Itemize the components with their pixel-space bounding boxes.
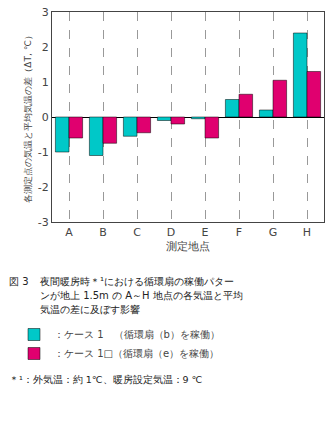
svg-text:H: H xyxy=(303,226,311,239)
svg-text:A: A xyxy=(65,226,73,239)
svg-text:＊¹：外気温：約 1℃、暖房設定気温：9 ℃: ＊¹：外気温：約 1℃、暖房設定気温：9 ℃ xyxy=(9,374,203,385)
svg-text:測定地点: 測定地点 xyxy=(166,240,210,253)
svg-text:-1: -1 xyxy=(38,146,49,159)
svg-text:G: G xyxy=(269,226,278,239)
svg-text:B: B xyxy=(99,226,107,239)
svg-text:各測定点の気温と平均気温の差（ΔT, ℃）: 各測定点の気温と平均気温の差（ΔT, ℃） xyxy=(23,31,33,202)
svg-text:夜間暖房時＊¹における循環扇の稼働パター: 夜間暖房時＊¹における循環扇の稼働パター xyxy=(40,276,234,287)
svg-text:2: 2 xyxy=(42,41,49,54)
svg-text:：ケース 1□（循環扇（e）を稼働）: ：ケース 1□（循環扇（e）を稼働） xyxy=(54,348,219,359)
svg-text:F: F xyxy=(236,226,242,239)
svg-text:図 3: 図 3 xyxy=(9,276,29,287)
svg-text:ンが地上 1.5m の A～H 地点の各気温と平均: ンが地上 1.5m の A～H 地点の各気温と平均 xyxy=(40,290,243,301)
svg-text:D: D xyxy=(167,226,175,239)
svg-text:E: E xyxy=(202,226,209,239)
svg-text:0: 0 xyxy=(42,111,49,124)
svg-text:-2: -2 xyxy=(38,181,49,194)
svg-text:1: 1 xyxy=(42,76,49,89)
svg-text:C: C xyxy=(133,226,141,239)
svg-text:3: 3 xyxy=(42,6,49,19)
svg-text:気温の差に及ぼす影響: 気温の差に及ぼす影響 xyxy=(40,304,140,315)
svg-text:：ケース 1 （循環扇（b）を稼働）: ：ケース 1 （循環扇（b）を稼働） xyxy=(54,329,220,340)
svg-text:-3: -3 xyxy=(38,216,49,229)
